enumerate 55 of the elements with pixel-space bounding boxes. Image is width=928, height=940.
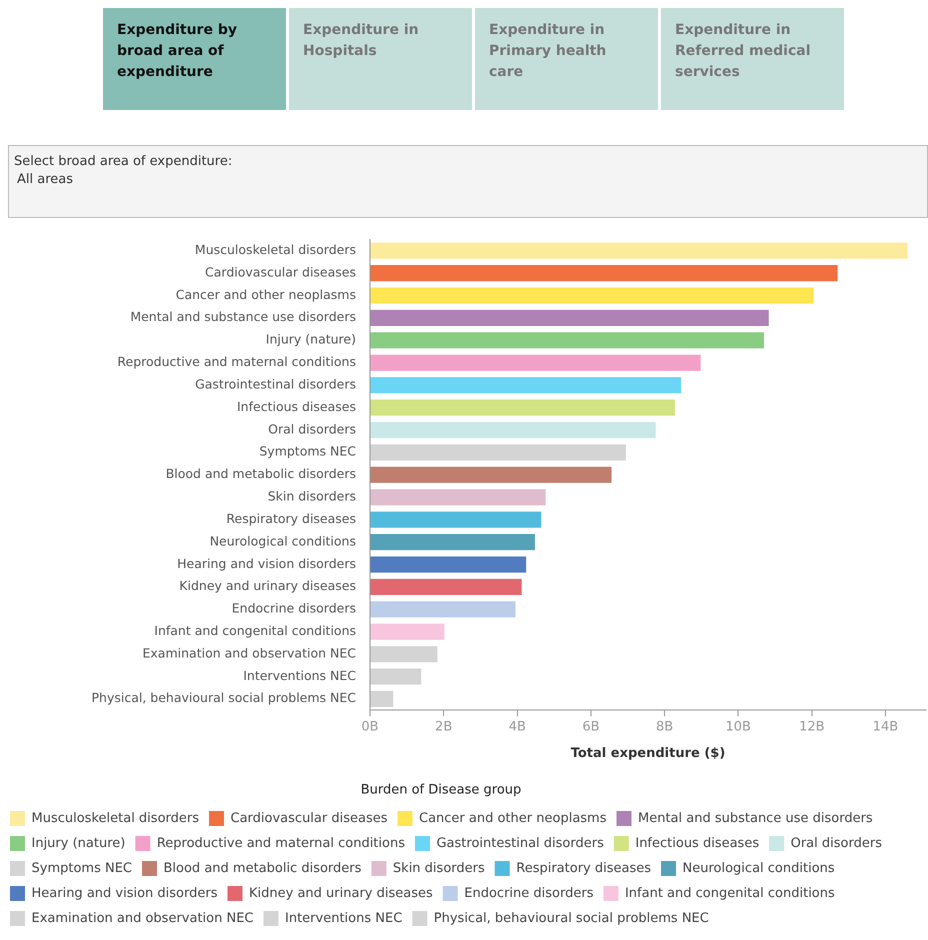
legend-label: Mental and substance use disorders	[638, 810, 873, 826]
legend-label: Interventions NEC	[285, 910, 402, 926]
x-tick-label: 4B	[508, 719, 526, 734]
legend-label: Infant and congenital conditions	[624, 886, 835, 901]
y-tick-label: Symptoms NEC	[259, 444, 356, 459]
legend-label: Neurological conditions	[682, 860, 835, 876]
x-tick-label: 6B	[582, 719, 600, 734]
legend-label: Physical, behavioural social problems NEC	[434, 910, 709, 926]
legend-label: Gastrointestinal disorders	[436, 836, 604, 851]
legend-label: Endocrine disorders	[464, 886, 594, 901]
y-tick-label: Neurological conditions	[210, 533, 356, 548]
x-tick-label: 8B	[656, 719, 674, 734]
legend-label: Respiratory diseases	[516, 860, 652, 876]
legend-label: Examination and observation NEC	[32, 910, 254, 926]
legend-title: Burden of Disease group	[360, 782, 522, 798]
y-tick-label: Mental and substance use disorders	[130, 309, 356, 324]
y-tick-label: Blood and metabolic disorders	[166, 466, 356, 482]
legend-label: Oral disorders	[790, 836, 882, 851]
y-tick-label: Skin disorders	[268, 488, 356, 504]
legend-label: Cancer and other neoplasms	[419, 810, 607, 826]
x-tick-label: 10B	[725, 719, 751, 734]
y-tick-label: Endocrine disorders	[232, 600, 356, 616]
x-axis-title: Total expenditure ($)	[570, 746, 726, 761]
legend-label: Injury (nature)	[32, 836, 126, 851]
x-tick-label: 0B	[361, 719, 379, 734]
legend-label: Symptoms NEC	[32, 860, 132, 876]
y-tick-label: Musculoskeletal disorders	[194, 242, 356, 257]
legend-label: Musculoskeletal disorders	[32, 810, 200, 826]
text: Expenditure in Primary health care	[475, 8, 658, 110]
y-tick-label: Injury (nature)	[266, 332, 356, 347]
y-tick-label: Respiratory diseases	[226, 510, 356, 526]
y-tick-label: Oral disorders	[268, 421, 356, 436]
y-tick-label: Gastrointestinal disorders	[195, 376, 356, 392]
legend-label: Skin disorders	[392, 860, 485, 876]
x-tick-label: 12B	[799, 719, 825, 734]
y-tick-label: Infant and congenital conditions	[154, 623, 356, 638]
y-tick-label: Infectious diseases	[237, 398, 356, 414]
text: Expenditure by broad area of expenditure	[103, 8, 286, 110]
y-tick-label: Interventions NEC	[243, 668, 356, 683]
y-tick-label: Cardiovascular diseases	[205, 264, 356, 280]
legend-label: Infectious diseases	[635, 836, 760, 851]
text: All areas	[16, 172, 74, 187]
y-tick-label: Cancer and other neoplasms	[176, 286, 356, 302]
legend-label: Kidney and urinary diseases	[249, 886, 433, 901]
text: Select broad area of expenditure:	[14, 154, 234, 169]
x-tick-label: 2B	[435, 719, 452, 734]
x-tick-label: 14B	[872, 719, 898, 734]
y-tick-label: Physical, behavioural social problems NEC	[92, 690, 356, 706]
y-tick-label: Examination and observation NEC	[142, 645, 356, 660]
text: Expenditure in Hospitals	[289, 8, 472, 110]
y-tick-label: Kidney and urinary diseases	[179, 578, 356, 594]
legend-label: Hearing and vision disorders	[32, 886, 218, 901]
text: Expenditure in Referred medical services	[661, 8, 844, 110]
y-tick-label: Reproductive and maternal conditions	[117, 354, 356, 370]
y-tick-label: Hearing and vision disorders	[177, 556, 356, 571]
